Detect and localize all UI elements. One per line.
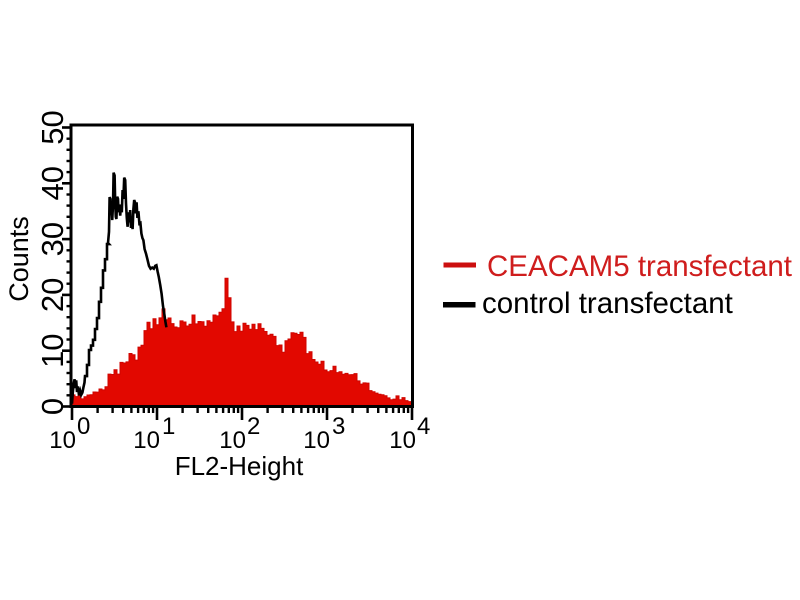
svg-text:FL2-Height: FL2-Height (175, 451, 304, 481)
svg-text:10: 10 (219, 427, 246, 454)
svg-text:10: 10 (133, 427, 160, 454)
svg-text:10: 10 (49, 427, 76, 454)
svg-text:20: 20 (35, 278, 70, 312)
svg-text:control transfectant: control transfectant (482, 287, 733, 320)
svg-text:3: 3 (332, 413, 345, 440)
svg-text:30: 30 (35, 222, 70, 256)
svg-text:0: 0 (35, 398, 70, 415)
svg-text:50: 50 (35, 110, 70, 144)
svg-text:10: 10 (389, 427, 416, 454)
svg-text:1: 1 (162, 413, 175, 440)
svg-text:Counts: Counts (4, 216, 34, 302)
svg-text:CEACAM5 transfectant: CEACAM5 transfectant (487, 250, 792, 283)
svg-text:10: 10 (35, 333, 70, 367)
svg-text:2: 2 (247, 413, 260, 440)
svg-text:40: 40 (35, 166, 70, 200)
svg-text:0: 0 (77, 413, 90, 440)
svg-text:4: 4 (417, 413, 430, 440)
svg-text:10: 10 (303, 427, 330, 454)
